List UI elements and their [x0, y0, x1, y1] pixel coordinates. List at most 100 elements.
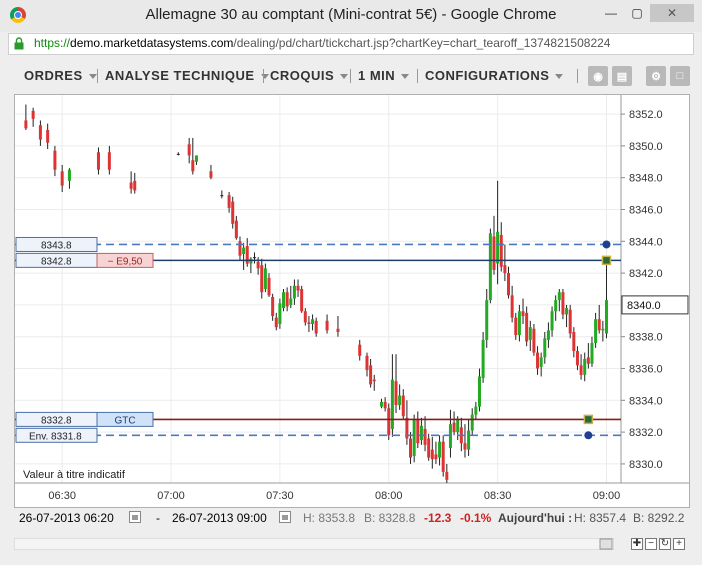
order-marker-dot[interactable] [602, 240, 611, 249]
candle [507, 266, 511, 299]
level-label-box[interactable] [15, 427, 98, 443]
candle [543, 331, 547, 364]
menu-croquis[interactable]: CROQUIS [270, 68, 349, 83]
close-icon[interactable]: ✕ [650, 4, 694, 22]
candle [561, 289, 565, 320]
candle-body [303, 311, 307, 323]
level-tag-box[interactable] [96, 411, 154, 427]
y-tick-label: 8348.0 [629, 173, 663, 185]
candle-body [176, 153, 180, 155]
candle [390, 354, 394, 437]
candle-body [452, 422, 456, 433]
comment-icon[interactable]: □ [670, 66, 690, 86]
candle [474, 401, 478, 420]
candle-body [536, 352, 540, 369]
candle [314, 317, 318, 337]
candle [579, 354, 583, 380]
y-tick-label: 8330.0 [629, 459, 663, 471]
window-title: Allemagne 30 au comptant (Mini-contrat 5… [145, 6, 557, 23]
candle-body [260, 265, 264, 293]
candle-body [278, 303, 282, 324]
minimize-icon[interactable]: — [605, 6, 617, 20]
candle-body [546, 330, 550, 340]
candle [369, 358, 373, 388]
candle [129, 171, 133, 194]
candle [488, 228, 492, 304]
candle [60, 164, 64, 192]
candle [481, 331, 485, 383]
price-chart[interactable]: 06:30 07:00 07:30 08:00 08:30 09:00 8352.0 8350… [15, 95, 689, 507]
candle-body [438, 441, 442, 458]
today-high: H: 8357.4 [574, 511, 627, 525]
candle [597, 304, 601, 334]
candle-body [282, 292, 286, 309]
period-high: H: 8353.8 [303, 511, 356, 525]
candle [594, 312, 598, 348]
camera-icon[interactable]: ◉ [588, 66, 608, 86]
zoom-out-icon[interactable]: − [645, 538, 657, 550]
order-marker-square[interactable] [601, 255, 612, 266]
zoom-in-icon[interactable]: + [673, 538, 685, 550]
fit-icon[interactable]: ✚ [631, 538, 643, 550]
candle-body [445, 471, 449, 480]
candle [372, 374, 376, 391]
candle-body [503, 265, 507, 274]
menu-ordres[interactable]: ORDRES [24, 68, 97, 83]
candle-body [463, 443, 467, 450]
candle-body [194, 155, 198, 162]
candle-body [380, 401, 384, 407]
candle [325, 314, 329, 334]
candle [546, 322, 550, 348]
candle-body [597, 319, 601, 331]
candle [289, 285, 293, 309]
candle [96, 147, 100, 175]
menu-timeframe[interactable]: 1 MIN [358, 68, 410, 83]
candle [303, 308, 307, 326]
calendar-icon[interactable] [279, 511, 291, 523]
candle [441, 435, 445, 477]
candle-body [133, 180, 137, 191]
calendar-icon[interactable] [129, 511, 141, 523]
candle [383, 397, 387, 412]
candle-body [383, 401, 387, 409]
candle [231, 196, 235, 229]
address-bar[interactable] [8, 33, 694, 55]
candle-body [539, 357, 543, 367]
y-tick-label: 8338.0 [629, 332, 663, 344]
candle-body [496, 231, 500, 264]
y-tick-label: 8352.0 [629, 109, 663, 121]
candle [575, 346, 579, 371]
candle-body [572, 331, 576, 352]
candle-body [398, 395, 402, 406]
chart-panel[interactable]: 06:30 07:00 07:30 08:00 08:30 09:00 8352.0 8350… [14, 94, 690, 508]
candle [525, 306, 529, 347]
chrome-logo-icon [10, 7, 26, 23]
url-text[interactable]: https://demo.marketdatasystems.com/deali… [34, 36, 610, 50]
chevron-down-icon [555, 74, 564, 80]
candle [263, 263, 267, 293]
level-tag-box[interactable] [96, 252, 154, 268]
candle [416, 411, 420, 449]
level-label-box[interactable] [15, 236, 98, 252]
candle-body [412, 419, 416, 456]
candle-body [510, 295, 514, 318]
refresh-icon[interactable]: ↻ [659, 538, 671, 550]
gear-icon[interactable]: ⚙ [646, 66, 666, 86]
print-icon[interactable]: ▤ [612, 66, 632, 86]
current-price-box [621, 295, 689, 315]
order-marker-square[interactable] [583, 414, 594, 425]
candle [521, 298, 525, 324]
menu-configurations[interactable]: CONFIGURATIONS [425, 68, 564, 83]
candle-body [481, 339, 485, 379]
candle [227, 192, 231, 213]
url-path: /dealing/pd/chart/tickchart.jsp?chartKey… [233, 36, 611, 50]
menu-analyse-technique[interactable]: ANALYSE TECHNIQUE [105, 68, 269, 83]
horizontal-scrollbar[interactable] [14, 538, 614, 550]
maximize-icon[interactable]: ▢ [631, 6, 643, 20]
order-marker-dot[interactable] [584, 431, 593, 440]
change-value: -12.3 [424, 511, 452, 525]
candle-body [583, 358, 587, 375]
candle-body [565, 308, 569, 315]
candle [532, 323, 536, 356]
level-label-8331: Env. 8331.8 [29, 431, 82, 442]
